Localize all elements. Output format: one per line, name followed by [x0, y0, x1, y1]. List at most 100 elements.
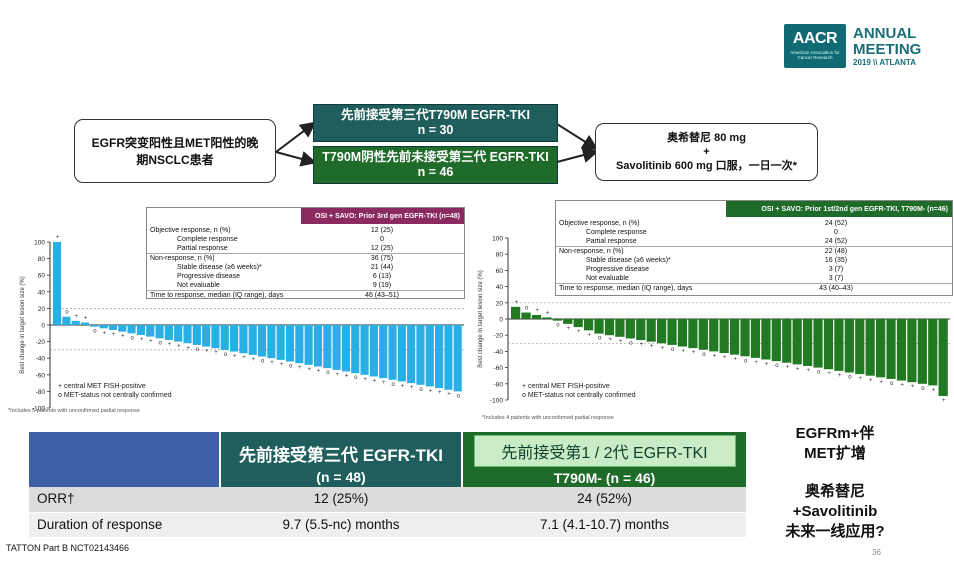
waterfall-bar — [584, 319, 594, 331]
met-status-marker: o — [598, 336, 602, 342]
y-tick-label: -20 — [494, 333, 504, 340]
row-label: Not evaluable — [586, 275, 629, 282]
met-status-marker: o — [457, 393, 461, 399]
waterfall-bar — [813, 319, 823, 368]
row-label: Duration of response — [37, 517, 163, 532]
y-tick-label: 40 — [38, 289, 46, 296]
met-status-marker: + — [382, 380, 386, 386]
waterfall-bar — [183, 325, 192, 344]
waterfall-bar — [625, 319, 635, 339]
arm1-box: 先前接受第三代T790M EGFR-TKI n = 30 — [313, 104, 558, 142]
arm2-box: T790M阴性先前未接受第三代 EGFR-TKI n = 46 — [313, 146, 558, 184]
right-table-header: OSI + SAVO: Prior 1st/2nd gen EGFR-TKI, … — [726, 201, 952, 217]
page-number: 36 — [872, 548, 881, 557]
meeting-title: ANNUAL MEETING 2019 \\ ATLANTA — [853, 26, 921, 68]
table-row: Objective response, n (%) 12 (25) — [147, 226, 464, 235]
met-status-marker: + — [429, 388, 433, 394]
waterfall-bar — [771, 319, 781, 362]
met-status-marker: o — [158, 340, 162, 346]
waterfall-bar — [844, 319, 854, 373]
comparison-table: 先前接受第三代 EGFR-TKI (n = 48) 先前接受第1 / 2代 EG… — [29, 432, 746, 537]
met-status-marker: + — [373, 378, 377, 384]
table-row: Progressive disease 6 (13) — [147, 272, 464, 281]
col2-title: 先前接受第1 / 2代 EGFR-TKI — [473, 435, 736, 467]
waterfall-bar — [202, 325, 211, 347]
waterfall-bar — [164, 325, 173, 340]
met-status-marker: + — [149, 339, 153, 345]
met-status-marker: + — [900, 383, 904, 389]
arm2-title: T790M阴性先前未接受第三代 EGFR-TKI — [322, 150, 549, 164]
met-status-marker: + — [713, 353, 717, 359]
side-note-line1: EGFRm+伴MET扩增 — [795, 425, 875, 462]
met-status-marker: + — [567, 326, 571, 332]
y-tick-label: 60 — [496, 268, 504, 275]
waterfall-bar — [667, 319, 677, 345]
waterfall-bar — [646, 319, 656, 342]
met-status-marker: o — [419, 387, 423, 393]
waterfall-bar — [388, 325, 397, 380]
left-chart-legend: + central MET FISH-positive o MET-status… — [58, 382, 172, 400]
table-row: Progressive disease 3 (7) — [556, 265, 952, 274]
y-tick-label: 80 — [496, 252, 504, 259]
met-status-marker: + — [827, 371, 831, 377]
waterfall-bar — [211, 325, 220, 349]
row-label: Non-response, n (%) — [559, 248, 624, 255]
waterfall-bar — [80, 322, 90, 325]
waterfall-bar — [750, 319, 761, 358]
met-status-marker: + — [546, 310, 550, 316]
met-status-marker: + — [102, 330, 106, 336]
waterfall-bar — [709, 319, 719, 352]
waterfall-bar — [369, 325, 378, 377]
met-status-marker: + — [75, 314, 79, 320]
met-status-marker: o — [890, 381, 894, 387]
met-status-marker: + — [214, 350, 218, 356]
table-row: Non-response, n (%) 36 (75) — [147, 253, 464, 263]
waterfall-bar — [865, 319, 875, 376]
waterfall-bar — [248, 325, 257, 355]
met-status-marker: + — [335, 372, 339, 378]
row-label: Non-response, n (%) — [150, 255, 215, 262]
y-tick-label: -20 — [36, 339, 46, 346]
met-status-marker: o — [525, 306, 529, 312]
waterfall-bar — [127, 325, 136, 334]
met-status-marker: + — [587, 332, 591, 338]
patient-population-text: EGFR突变阳性且MET阳性的晚期NSCLC患者 — [91, 136, 259, 167]
waterfall-bar — [295, 325, 304, 364]
met-status-marker: + — [242, 355, 246, 361]
table-row: Not evaluable 3 (7) — [556, 274, 952, 283]
waterfall-bar — [938, 319, 948, 396]
waterfall-bar — [71, 320, 80, 325]
row-value-col2: 24 (52%) — [577, 491, 632, 506]
arm1-n: n = 30 — [417, 123, 454, 137]
y-tick-label: -100 — [32, 406, 45, 413]
row-label: Objective response, n (%) — [150, 227, 231, 234]
flow-arrows — [275, 121, 599, 167]
row-value: 43 (40–43) — [819, 285, 853, 292]
arm1-title: 先前接受第三代T790M EGFR-TKI — [341, 108, 530, 122]
met-status-marker: o — [326, 370, 330, 376]
waterfall-bar — [192, 325, 201, 345]
waterfall-bar — [453, 325, 462, 392]
patient-population-box: EGFR突变阳性且MET阳性的晚期NSCLC患者 — [74, 119, 276, 183]
met-status-marker: + — [280, 362, 284, 368]
row-label: Stable disease (≥6 weeks)* — [586, 257, 671, 264]
col1-title: 先前接受第三代 EGFR-TKI — [239, 446, 443, 465]
waterfall-bar — [615, 319, 625, 337]
row-value: 9 (19) — [372, 282, 392, 289]
left-chart-footnote: *Includes 5 patients with unconfirmed pa… — [8, 408, 140, 414]
waterfall-bar — [174, 325, 183, 342]
met-status-marker: + — [942, 398, 946, 404]
met-status-marker: + — [932, 387, 936, 393]
met-status-marker: + — [660, 345, 664, 351]
row-value: 3 (7) — [828, 275, 844, 282]
row-label: Not evaluable — [177, 282, 220, 289]
row-value: 0 — [380, 236, 384, 243]
right-response-table: OSI + SAVO: Prior 1st/2nd gen EGFR-TKI, … — [555, 200, 953, 296]
met-status-marker: + — [186, 345, 190, 351]
waterfall-bar — [220, 325, 229, 350]
waterfall-bar — [267, 325, 276, 359]
waterfall-bar — [719, 319, 729, 354]
met-status-marker: + — [345, 373, 349, 379]
right-chart-footnote: *Includes 4 patients with unconfirmed pa… — [482, 415, 614, 421]
y-tick-label: 0 — [41, 323, 45, 330]
